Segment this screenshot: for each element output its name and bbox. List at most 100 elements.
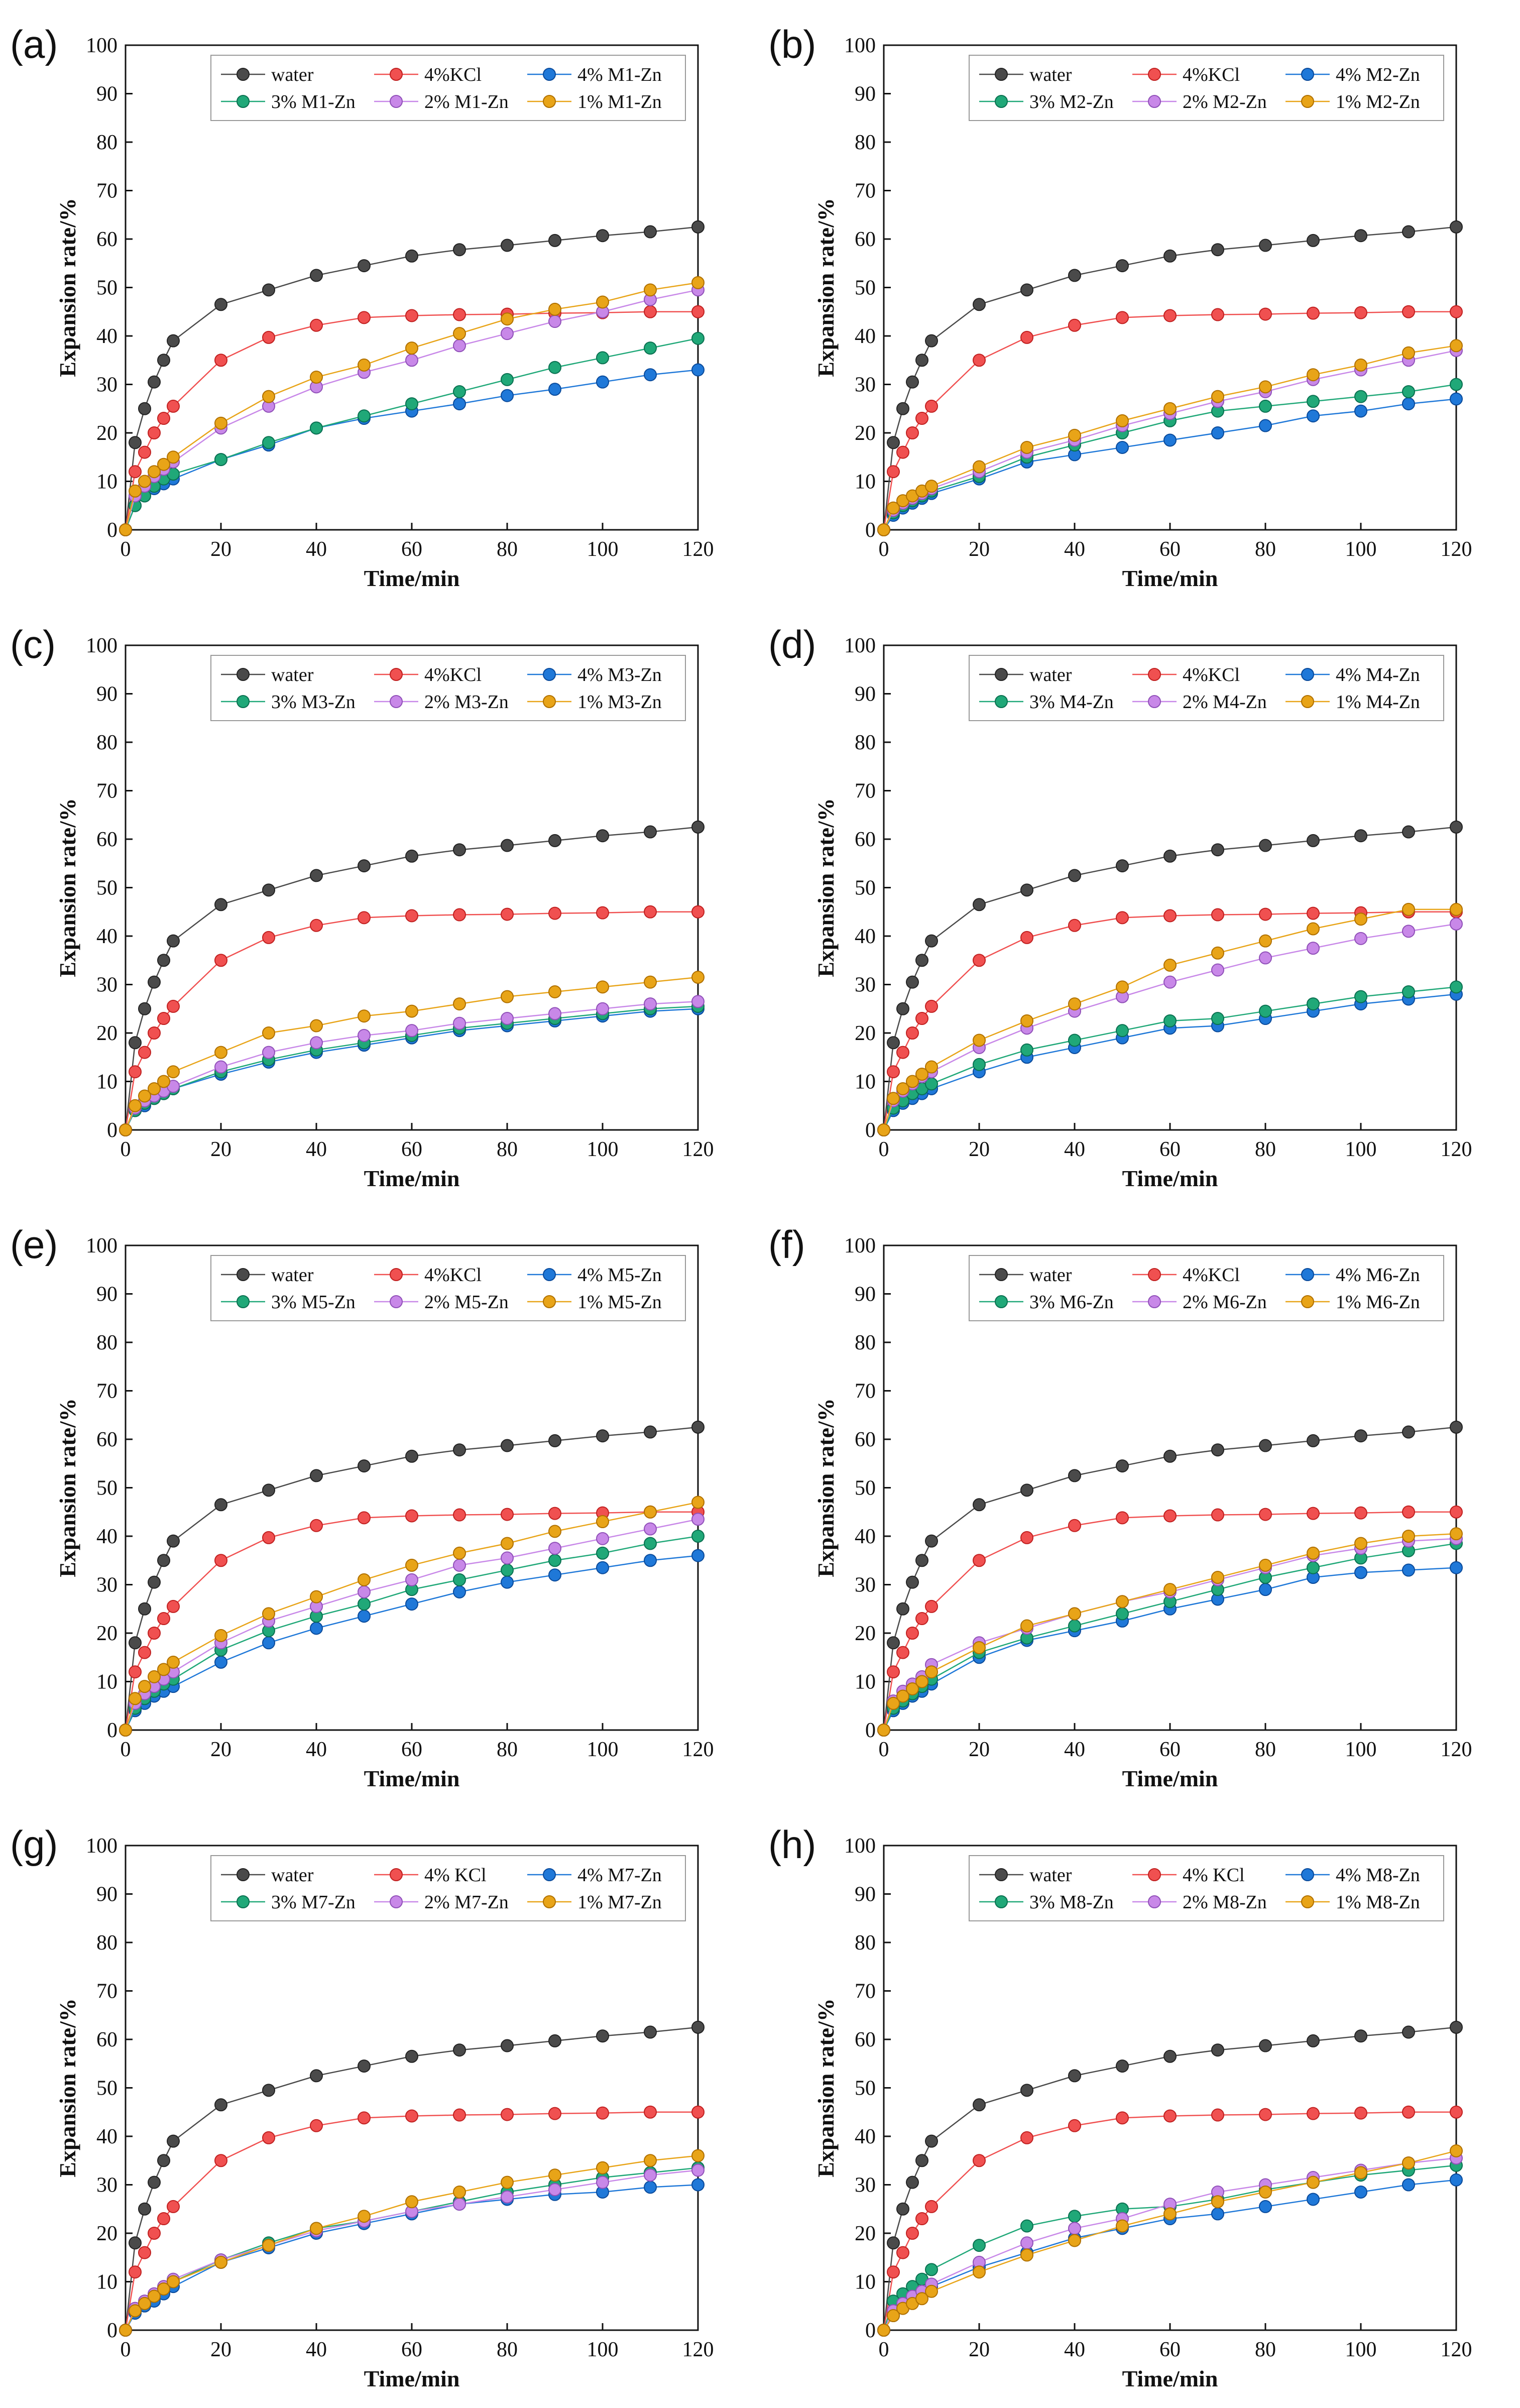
series-line bbox=[125, 2111, 698, 2331]
data-point bbox=[1068, 428, 1081, 442]
data-point bbox=[644, 368, 657, 382]
data-point bbox=[1020, 440, 1033, 454]
chart-panel-f: (f) 0 10 20 30 40 50 60 70 80 90 100 0 20 40 60 80 100 120… bbox=[758, 1210, 1511, 1808]
data-point bbox=[915, 354, 928, 367]
data-point bbox=[1450, 378, 1463, 391]
y-axis-title: Expansion rate/% bbox=[55, 198, 80, 377]
series-line bbox=[125, 911, 698, 1130]
data-point bbox=[1402, 346, 1415, 360]
x-tick-label: 40 bbox=[306, 538, 327, 561]
data-point bbox=[157, 354, 170, 367]
legend-label: water bbox=[271, 64, 314, 85]
data-point bbox=[1211, 1571, 1224, 1584]
legend-marker bbox=[237, 1268, 250, 1281]
data-point bbox=[596, 1546, 609, 1560]
data-point bbox=[358, 1573, 371, 1586]
data-point bbox=[1307, 306, 1320, 320]
legend: water 4%KCl 4% M1-Zn 3% M1-Zn 2% M1-Zn 1% M1-… bbox=[210, 55, 686, 121]
data-point bbox=[548, 1434, 561, 1447]
x-tick-label: 120 bbox=[1441, 1138, 1472, 1161]
data-point bbox=[453, 1508, 466, 1522]
legend-marker bbox=[390, 1868, 403, 1881]
y-tick-label: 100 bbox=[844, 34, 876, 57]
legend-marker bbox=[1148, 1895, 1161, 1908]
legend-label: 4% M7-Zn bbox=[577, 1865, 662, 1886]
data-point bbox=[596, 1429, 609, 1443]
data-point bbox=[596, 1515, 609, 1529]
data-point bbox=[453, 2185, 466, 2199]
y-tick-label: 20 bbox=[96, 1022, 118, 1045]
data-point bbox=[644, 975, 657, 989]
panel-label: (d) bbox=[768, 622, 816, 666]
data-point bbox=[1163, 958, 1177, 972]
y-tick-label: 20 bbox=[96, 2222, 118, 2245]
data-point bbox=[262, 2084, 275, 2097]
data-point bbox=[1402, 825, 1415, 839]
data-point bbox=[214, 2154, 227, 2167]
legend-label: water bbox=[1029, 1865, 1072, 1886]
chart-svg: (g) 0 10 20 30 40 50 60 70 80 90 100 0 20 40 60 80 100 120… bbox=[10, 1822, 714, 2391]
data-point bbox=[358, 2210, 371, 2223]
data-point bbox=[896, 1046, 909, 1059]
data-point bbox=[1450, 339, 1463, 353]
data-point bbox=[1116, 1459, 1129, 1473]
x-axis-title: Time/min bbox=[364, 2366, 460, 2391]
series-line bbox=[883, 226, 1457, 530]
legend-label: 3% M4-Zn bbox=[1029, 692, 1114, 713]
x-tick-label: 80 bbox=[497, 538, 518, 561]
data-point bbox=[691, 1513, 705, 1526]
x-tick-label: 80 bbox=[1255, 1738, 1276, 1761]
y-tick-label: 50 bbox=[96, 1477, 118, 1500]
legend-marker bbox=[995, 668, 1008, 681]
data-point bbox=[887, 436, 900, 449]
x-tick-label: 60 bbox=[1159, 538, 1181, 561]
data-point bbox=[1259, 1439, 1272, 1452]
data-point bbox=[1402, 2178, 1415, 2192]
legend-label: 4% KCl bbox=[424, 1865, 487, 1886]
data-point bbox=[1307, 1507, 1320, 1520]
data-point bbox=[1068, 869, 1081, 882]
data-point bbox=[596, 906, 609, 920]
data-point bbox=[129, 1665, 142, 1679]
data-point bbox=[138, 1002, 151, 1015]
legend-label: 1% M2-Zn bbox=[1336, 91, 1420, 112]
series-line bbox=[125, 369, 698, 530]
legend-label: 3% M6-Zn bbox=[1029, 1292, 1114, 1313]
y-tick-label: 70 bbox=[96, 1980, 118, 2003]
data-point bbox=[1020, 1531, 1033, 1544]
data-point bbox=[1354, 2106, 1367, 2120]
legend-marker bbox=[390, 1295, 403, 1308]
legend-label: 1% M4-Zn bbox=[1336, 692, 1420, 713]
x-tick-label: 60 bbox=[401, 2338, 422, 2361]
y-tick-label: 50 bbox=[96, 877, 118, 900]
legend-label: 4%KCl bbox=[1183, 664, 1240, 685]
data-point bbox=[405, 2195, 418, 2209]
y-tick-label: 0 bbox=[107, 1119, 118, 1142]
data-point bbox=[691, 820, 705, 834]
data-point bbox=[1020, 2236, 1033, 2250]
data-point bbox=[691, 2020, 705, 2034]
data-point bbox=[1163, 2049, 1177, 2063]
data-point bbox=[691, 2163, 705, 2177]
data-point bbox=[167, 934, 180, 948]
data-point bbox=[157, 1075, 170, 1088]
x-tick-label: 120 bbox=[1441, 1738, 1472, 1761]
data-point bbox=[973, 2154, 986, 2167]
data-point bbox=[501, 239, 514, 252]
data-point bbox=[262, 436, 275, 449]
panel-label: (b) bbox=[768, 22, 816, 66]
data-point bbox=[501, 373, 514, 386]
data-point bbox=[262, 1026, 275, 1040]
data-point bbox=[1020, 2084, 1033, 2097]
y-tick-label: 40 bbox=[855, 2125, 876, 2148]
y-tick-label: 90 bbox=[96, 83, 118, 106]
series-3 bbox=[877, 2158, 1463, 2337]
y-tick-label: 60 bbox=[855, 1428, 876, 1451]
y-tick-label: 0 bbox=[865, 1719, 876, 1742]
y-tick-label: 100 bbox=[86, 1234, 118, 1257]
data-point bbox=[501, 389, 514, 402]
data-point bbox=[1116, 1511, 1129, 1525]
legend-label: 2% M6-Zn bbox=[1183, 1292, 1267, 1313]
data-point bbox=[1211, 2043, 1224, 2057]
data-point bbox=[1068, 2119, 1081, 2132]
